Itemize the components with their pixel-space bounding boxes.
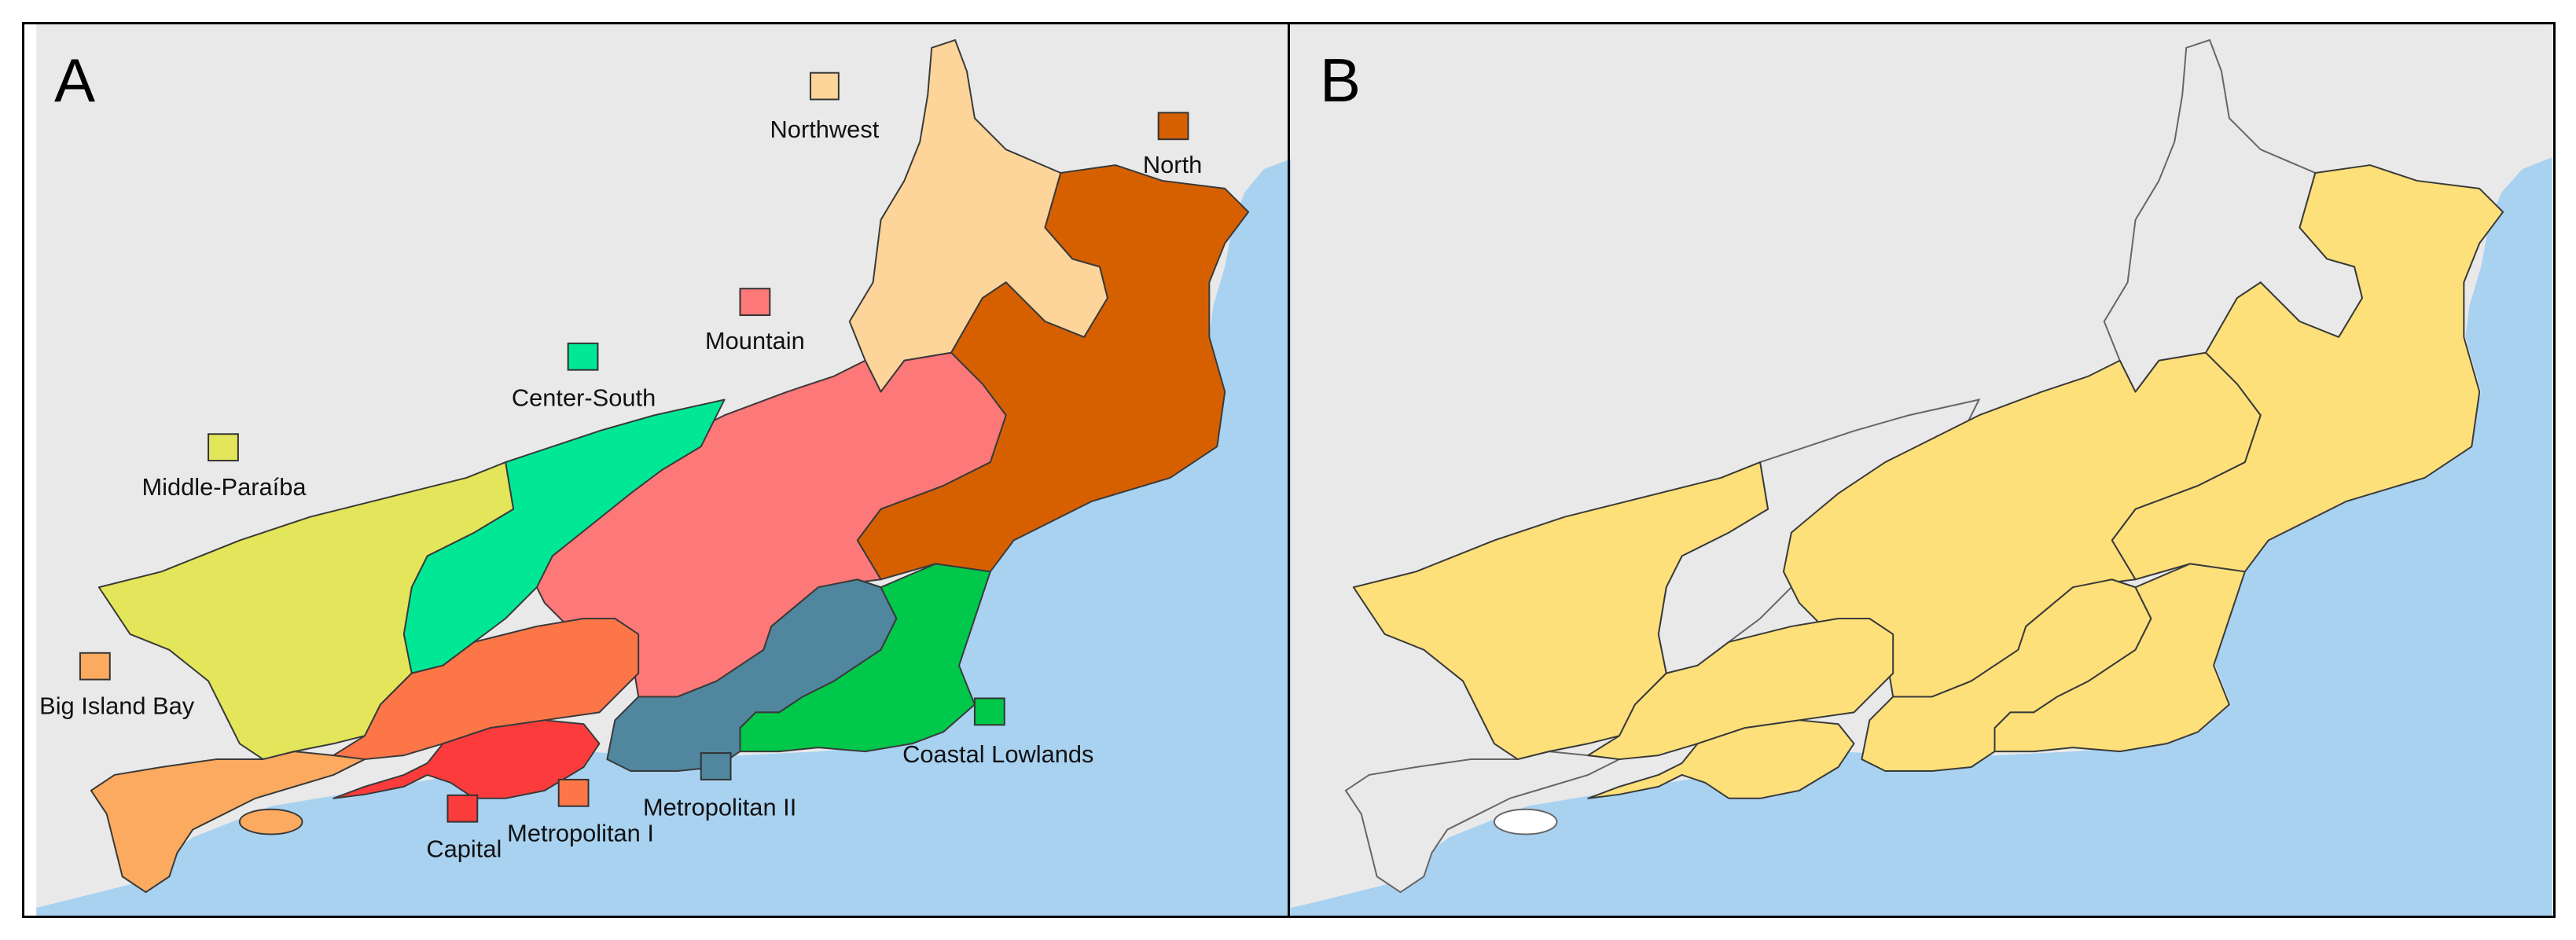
swatch-capital <box>446 794 479 823</box>
region-big-island-bay <box>90 751 366 894</box>
swatch-middle-paraiba <box>208 433 239 462</box>
highlight-middle-paraiba <box>1352 461 1769 761</box>
map-panel-b: B <box>1288 22 2556 918</box>
sea <box>36 157 1295 916</box>
label-metropolitan-ii: Metropolitan II <box>643 794 796 821</box>
swatch-metropolitan-i <box>557 778 590 807</box>
label-middle-paraiba: Middle-Paraíba <box>141 473 307 501</box>
label-center-south: Center-South <box>512 384 656 411</box>
swatch-center-south <box>567 342 599 371</box>
region-capital <box>333 719 601 799</box>
swatch-northwest <box>810 72 840 101</box>
swatch-mountain <box>739 288 771 317</box>
swatch-metropolitan-ii <box>700 752 732 780</box>
outline-big-island-bay-unhighlighted <box>1344 751 1622 894</box>
label-coastal-lowlands: Coastal Lowlands <box>902 740 1093 768</box>
label-capital: Capital <box>426 835 502 862</box>
highlight-capital <box>1587 719 1855 799</box>
swatch-coastal-lowlands <box>973 697 1005 726</box>
label-mountain: Mountain <box>705 327 805 354</box>
highlight-coastal-lowlands <box>1994 563 2246 753</box>
regional-map-b <box>1291 24 2552 916</box>
highlight-metropolitan-i <box>1587 618 1894 761</box>
swatch-north <box>1157 112 1189 141</box>
label-north: North <box>1143 151 1202 178</box>
outline-island-unhighlighted <box>1493 808 1558 835</box>
map-panel-a: Northwest North Mountain Center-South Mi… <box>22 22 1310 918</box>
region-middle-paraiba <box>97 461 515 761</box>
panel-letter-a: A <box>54 46 96 115</box>
panel-letter-b: B <box>1320 46 1361 115</box>
region-coastal-lowlands <box>739 563 991 753</box>
label-metropolitan-i: Metropolitan I <box>507 820 654 847</box>
sea-b <box>1291 157 2552 916</box>
swatch-big-island-bay <box>79 652 111 681</box>
region-big-island-bay-island <box>238 808 303 835</box>
label-northwest: Northwest <box>770 116 880 143</box>
label-big-island-bay: Big Island Bay <box>39 692 195 719</box>
regional-map-a: Northwest North Mountain Center-South Mi… <box>36 24 1295 916</box>
